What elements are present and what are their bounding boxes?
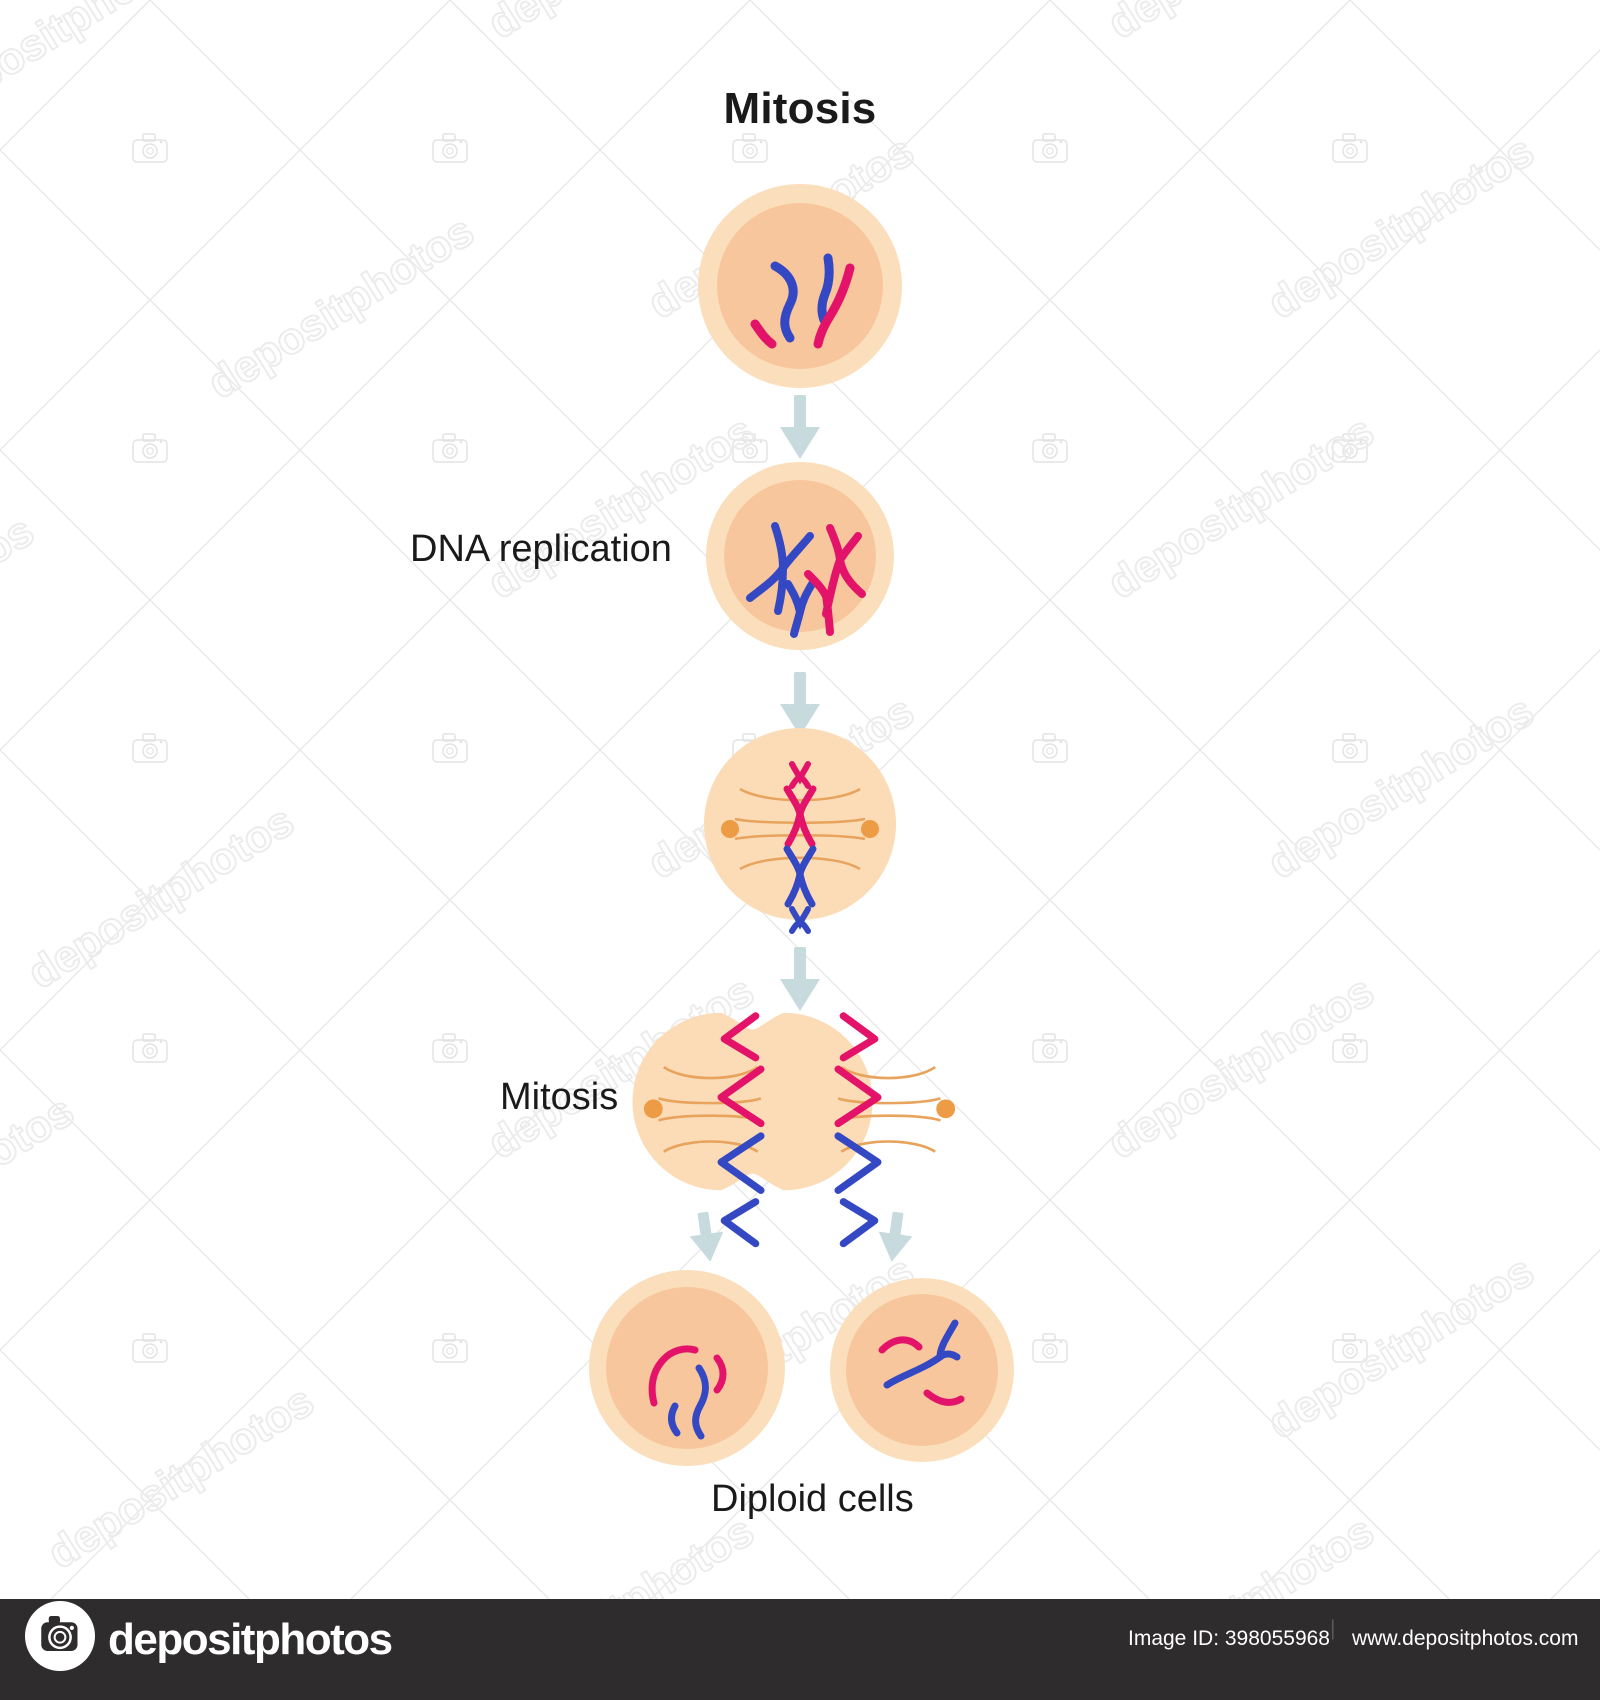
svg-text:depositphotos: depositphotos: [39, 1376, 322, 1578]
svg-text:depositphotos: depositphotos: [0, 506, 42, 708]
svg-text:depositphotos: depositphotos: [0, 1086, 82, 1288]
svg-text:depositphotos: depositphotos: [479, 0, 762, 48]
svg-text:depositphotos: depositphotos: [1099, 966, 1382, 1168]
svg-text:depositphotos: depositphotos: [1099, 0, 1382, 48]
svg-text:depositphotos: depositphotos: [1259, 126, 1542, 328]
svg-text:depositphotos: depositphotos: [199, 206, 482, 408]
svg-text:depositphotos: depositphotos: [1099, 406, 1382, 608]
svg-text:depositphotos: depositphotos: [1259, 1246, 1542, 1448]
svg-text:depositphotos: depositphotos: [19, 796, 302, 998]
svg-text:depositphotos: depositphotos: [1259, 686, 1542, 888]
